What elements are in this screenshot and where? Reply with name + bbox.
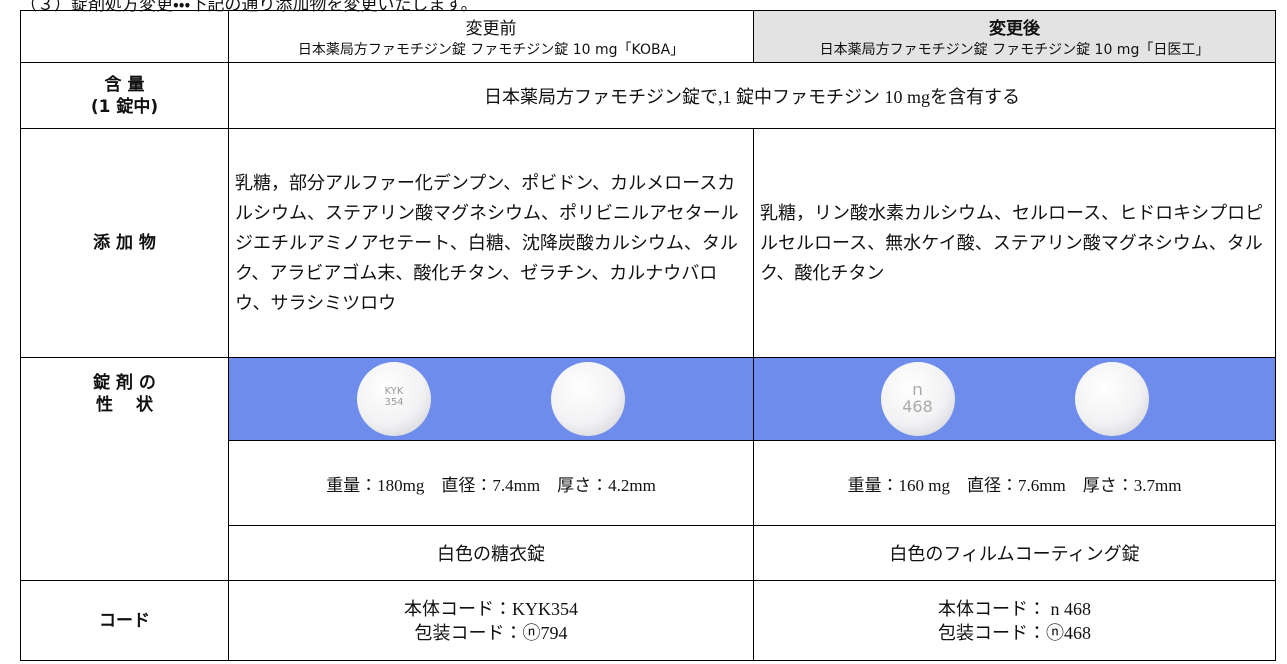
content-text: 日本薬局方ファモチジン錠で,1 錠中ファモチジン 10 mgを含有する	[228, 62, 1276, 129]
after-size: 重量：160 mg 直径：7.6mm 厚さ：3.7mm	[753, 440, 1276, 526]
imprint: 354	[384, 397, 404, 408]
row-label: 錠 剤 の性 状	[20, 357, 229, 581]
imprint: 468	[902, 397, 933, 416]
after-code: 本体コード： n 468 包装コード：ⓝ468	[753, 580, 1276, 661]
body-code: 本体コード：KYK354	[404, 598, 578, 619]
row-label: 含 量 (1 錠中)	[20, 62, 229, 129]
tablet-image-row: 錠 剤 の性 状 KYK 354 ｎ 468	[20, 357, 1276, 581]
row-label: 添 加 物	[20, 128, 229, 358]
after-title: 変更後	[989, 19, 1040, 39]
before-name: 日本薬局方ファモチジン錠 ファモチジン錠 10 mg「KOBA」	[297, 42, 685, 58]
row-label: コード	[20, 580, 229, 661]
before-size: 重量：180mg 直径：7.4mm 厚さ：4.2mm	[228, 440, 754, 526]
imprint: ｎ	[909, 380, 926, 399]
color-row: 白色の糖衣錠 白色のフィルムコーティング錠	[21, 525, 1276, 581]
after-additives: 乳糖，リン酸水素カルシウム、セルロース、ヒドロキシプロピルセルロース、無水ケイ酸…	[753, 128, 1276, 358]
additives-row: 添 加 物 乳糖，部分アルファー化デンプン、ポビドン、カルメロースカルシウム、ス…	[20, 128, 1276, 358]
sublabel: (1 錠中)	[90, 96, 159, 117]
before-title: 変更前	[465, 19, 517, 39]
before-header: 変更前日本薬局方ファモチジン錠 ファモチジン錠 10 mg「KOBA」	[228, 10, 754, 63]
body-code: 本体コード： n 468	[938, 598, 1091, 619]
label: 錠 剤 の	[93, 373, 156, 393]
pack-code: 包装コード：ⓝ794	[414, 622, 568, 643]
comparison-table: 変更前日本薬局方ファモチジン錠 ファモチジン錠 10 mg「KOBA」 変更後日…	[20, 10, 1276, 661]
empty-cell	[20, 10, 229, 63]
before-code: 本体コード：KYK354 包装コード：ⓝ794	[228, 580, 754, 661]
tablet-image	[1074, 362, 1149, 436]
tablet-image	[551, 362, 625, 436]
before-images: KYK 354	[228, 357, 754, 441]
after-images: ｎ 468	[753, 357, 1276, 441]
content-row: 含 量 (1 錠中) 日本薬局方ファモチジン錠で,1 錠中ファモチジン 10 mg…	[20, 62, 1276, 129]
after-header: 変更後日本薬局方ファモチジン錠 ファモチジン錠 10 mg「日医工」	[753, 10, 1276, 63]
tablet-image: ｎ 468	[880, 362, 955, 436]
before-color: 白色の糖衣錠	[228, 525, 754, 581]
before-additives: 乳糖，部分アルファー化デンプン、ポビドン、カルメロースカルシウム、ステアリン酸マ…	[228, 128, 754, 358]
label: 含 量	[104, 74, 145, 95]
size-row: 重量：180mg 直径：7.4mm 厚さ：4.2mm 重量：160 mg 直径：…	[21, 440, 1276, 526]
after-color: 白色のフィルムコーティング錠	[753, 525, 1276, 581]
label: 性 状	[96, 395, 153, 415]
code-row: コード 本体コード：KYK354 包装コード：ⓝ794 本体コード： n 468 包…	[20, 580, 1276, 661]
imprint: KYK	[384, 386, 404, 397]
after-name: 日本薬局方ファモチジン錠 ファモチジン錠 10 mg「日医工」	[819, 42, 1210, 58]
header-row: 変更前日本薬局方ファモチジン錠 ファモチジン錠 10 mg「KOBA」 変更後日…	[20, 10, 1276, 63]
tablet-image: KYK 354	[357, 362, 431, 436]
pack-code: 包装コード：ⓝ468	[938, 622, 1091, 643]
